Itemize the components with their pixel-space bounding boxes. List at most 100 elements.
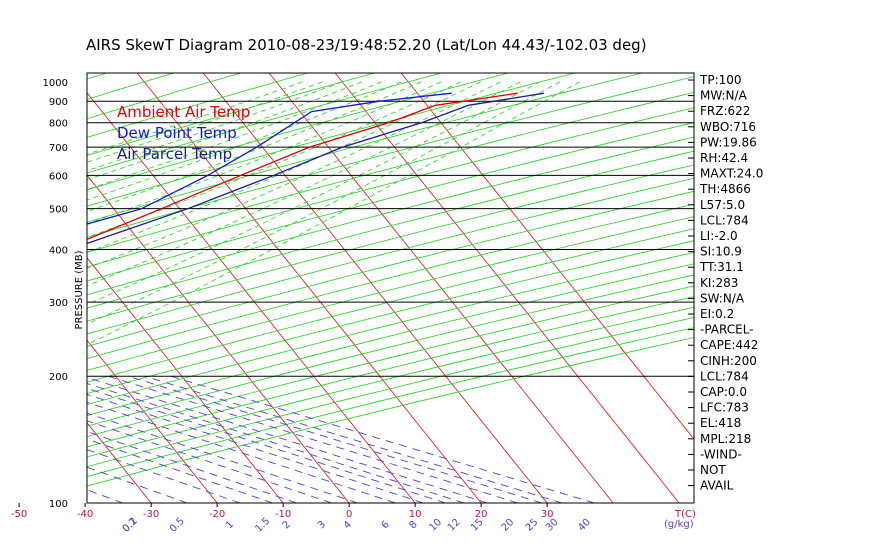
index-item: TT:31.1: [699, 260, 744, 274]
index-item: AVAIL: [700, 479, 734, 493]
moist-adiabat-line: [87, 81, 481, 253]
series-parcel-line: [87, 92, 545, 245]
mixing-ratio-tick-label: 0.2: [121, 516, 140, 535]
series-dewpoint-line: [87, 92, 452, 225]
mixing-ratio-tick-label: 3: [316, 519, 328, 531]
index-item: EI:0.2: [700, 307, 734, 321]
mixing-ratio-tick-label: 25: [524, 517, 541, 534]
mixing-ratio-tick-label: 2: [281, 519, 293, 531]
dry-adiabat-line: [87, 327, 694, 477]
index-item: CAP:0.0: [700, 385, 747, 399]
bottom-temp-tick-label: 20: [475, 509, 488, 520]
index-item: LCL:784: [700, 369, 749, 383]
mixing-ratio-tick-label: 40: [576, 517, 593, 534]
dry-adiabat-line: [87, 285, 694, 438]
legend-item: Dew Point Temp: [117, 124, 237, 142]
isotherm-line: [87, 422, 152, 503]
legend-item: Air Parcel Temp: [117, 145, 232, 163]
isotherm-line: [334, 73, 680, 503]
mixing-ratio-line: [87, 489, 123, 503]
index-item: NOT: [700, 463, 726, 477]
dry-adiabat-line: [87, 164, 694, 322]
dry-adiabat-line: [87, 73, 241, 120]
mixing-ratio-axis: 0.10.2 0.5 1 1.5 2 3 4 6 8 10 12 15 20 25 30 40: [121, 516, 593, 535]
mixing-ratio-tick-label: 20: [500, 517, 517, 534]
dry-adiabat-line: [87, 73, 375, 156]
moist-adiabat-line: [87, 81, 541, 305]
dry-adiabat-line: [87, 73, 442, 174]
legend: Ambient Air Temp Dew Point Temp Air Parcel…: [117, 103, 250, 163]
mixing-ratio-tick-label: 4: [342, 519, 354, 531]
plot-frame: [86, 72, 695, 504]
index-item: TH:4866: [699, 182, 751, 196]
mixing-ratio-line: [87, 387, 446, 503]
y-axis-label: PRESSURE (MB): [74, 250, 85, 329]
dry-adiabat-line: [87, 73, 308, 138]
dry-adiabat-line: [87, 91, 694, 253]
dry-adiabat-line: [87, 274, 694, 427]
index-item: WBO:716: [700, 120, 756, 134]
dry-adiabat-line: [87, 317, 694, 468]
dry-adiabat-line: [87, 228, 694, 383]
moist-adiabat-line: [87, 81, 521, 287]
mixing-ratio-tick-label: 6: [380, 519, 392, 531]
dry-adiabat-line: [87, 306, 694, 458]
dry-adiabat-line: [87, 240, 694, 394]
isotherm-line: [136, 73, 482, 503]
dry-adiabat-line: [87, 190, 694, 347]
mixing-ratio-tick-label: 0.5: [168, 516, 187, 535]
dry-adiabat-line: [87, 203, 694, 360]
sounding-lines: [87, 92, 545, 245]
index-item: MAXT:24.0: [700, 167, 763, 181]
pressure-axis: 100 200 300 400 500 600 700 800 900 1000: [43, 78, 68, 510]
index-item: CAPE:442: [700, 338, 758, 352]
moist-adiabat-line: [87, 81, 343, 172]
pressure-tick-label: 500: [49, 205, 68, 216]
isotherm-line: [0, 73, 19, 503]
index-item: LFC:783: [700, 401, 749, 415]
index-item: TP:100: [699, 73, 742, 87]
index-item: MPL:218: [700, 432, 751, 446]
bottom-temp-tick-label: 30: [541, 509, 554, 520]
mixing-ratio-tick-label: 12: [446, 517, 463, 534]
dry-adiabat-line: [87, 136, 694, 296]
mixing-ratio-line: [87, 466, 188, 503]
bottom-temp-tick-label: -20: [209, 509, 225, 520]
isotherm-line: [400, 73, 694, 440]
dry-adiabat-line: [87, 73, 509, 191]
dry-adiabat-line: [87, 177, 694, 335]
isotherm-line: [87, 339, 218, 503]
index-item: FRZ:622: [700, 104, 750, 118]
bottom-temp-tick-label: -40: [77, 509, 93, 520]
dry-adiabat-line: [87, 107, 694, 268]
dry-adiabat-line: [87, 251, 694, 406]
isotherm-line: [87, 174, 350, 503]
temperature-unit-label: T(C): [674, 509, 696, 520]
index-item: -PARCEL-: [700, 323, 754, 337]
bottom-temperature-axis: -50 -40 -30 -20 -10 0 10 20 30: [11, 503, 554, 520]
series-ambient-line: [87, 92, 518, 241]
mixing-ratio-line: [87, 376, 488, 503]
dry-adiabat-line: [87, 296, 694, 448]
bottom-temp-tick-label: 10: [409, 509, 422, 520]
pressure-tick-label: 1000: [43, 78, 68, 89]
index-item: KI:283: [700, 276, 738, 290]
mixing-ratio-unit-label: (g/kg): [664, 519, 694, 530]
pressure-tick-label: 300: [49, 298, 68, 309]
moist-adiabat-line: [87, 81, 442, 225]
isotherm-line: [0, 73, 85, 503]
dry-adiabat-line: [87, 263, 694, 416]
mixing-ratio-line: [128, 375, 543, 503]
dry-adiabat-line: [87, 216, 694, 371]
moist-adiabat-line: [87, 81, 362, 181]
pressure-tick-label: 100: [49, 499, 68, 510]
mixing-ratio-line: [108, 375, 518, 503]
mixing-ratio-tick-label: 10: [427, 517, 444, 534]
mixing-ratio-tick-label: 8: [407, 519, 419, 531]
index-item: SI:10.9: [700, 245, 742, 259]
dry-adiabat-line: [87, 76, 694, 238]
bottom-temp-tick-label: -50: [11, 509, 27, 520]
bottom-temp-tick-label: -30: [143, 509, 159, 520]
index-item: MW:N/A: [700, 89, 748, 103]
